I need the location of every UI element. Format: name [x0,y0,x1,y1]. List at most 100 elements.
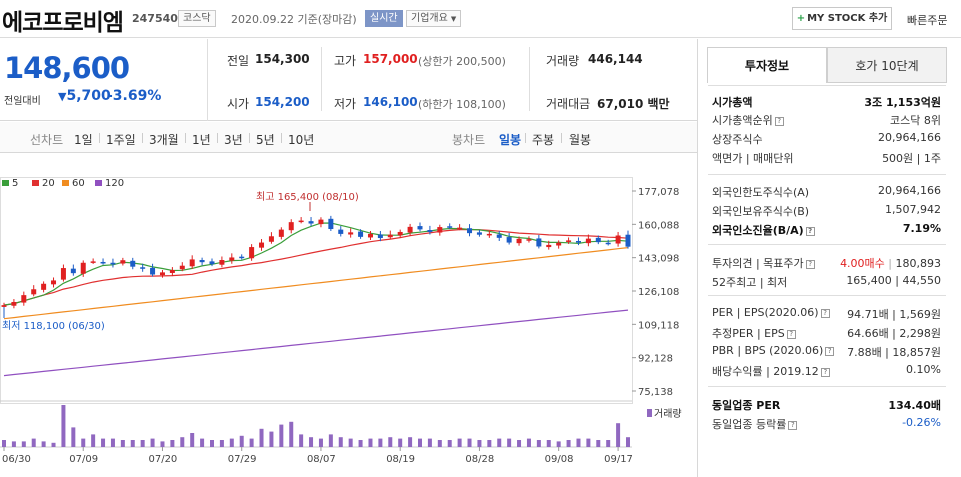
candle-body [179,265,185,270]
min-price-annotation: 최저 118,100 (06/30) [2,320,105,332]
x-tick-label: 09/17 [604,454,633,465]
volume-bar [626,437,630,447]
volume-bar [110,438,115,447]
candle-body [140,267,146,269]
invest-row: 외국인보유주식수(B) 1,507,942 [708,203,947,219]
volume-bar [210,440,214,447]
x-tick-label: 09/08 [545,454,574,465]
low-value: 146,100 [363,95,418,109]
candle-body [486,233,492,236]
help-icon[interactable]: ? [805,226,815,236]
volume-bar [616,423,621,447]
help-icon[interactable]: ? [805,259,815,269]
help-icon[interactable]: ? [825,346,835,356]
candle-body [169,270,175,273]
legend-swatch-60 [62,180,69,186]
candle-body [259,242,265,248]
candle-body [90,261,96,263]
volume-bar [338,437,343,447]
tab-period-1y[interactable]: 1년 [192,133,211,147]
volume-label: 거래량 [546,54,580,68]
help-icon[interactable]: ? [788,420,798,430]
tab-candle-weekly[interactable]: 주봉 [532,133,555,147]
candle-body [377,234,383,239]
ma60-line [3,247,629,320]
invest-row: 배당수익률 | 2019.12? 0.10% [708,363,947,379]
amount-label: 거래대금 [546,97,591,111]
invest-value: 64.66배 | 2,298원 [847,327,941,340]
volume-bar [150,438,155,447]
legend-swatch-120 [95,180,102,186]
company-overview-dropdown[interactable]: 기업개요 ▼ [406,10,462,27]
invest-row: 외국인소진율(B/A)? 7.19% [708,222,947,238]
invest-key: PER | EPS(2020.06)? [712,306,830,319]
quick-order-link[interactable]: 빠른주문 [907,14,948,27]
candle-chart-label: 봉차트 [452,133,486,147]
tab-period-5y[interactable]: 5년 [256,133,275,147]
invest-key: 외국인소진율(B/A)? [712,222,815,238]
candle-body [80,262,86,274]
tab-invest-info[interactable]: 투자정보 [707,47,827,83]
volume-bar [507,438,512,447]
tab-divider [561,133,562,143]
help-icon[interactable]: ? [786,329,796,339]
price-summary [0,39,697,121]
tab-order-book[interactable]: 호가 10단계 [827,47,947,83]
volume-bar [398,438,403,447]
stock-chart[interactable]: 5 20 60 120 177,078 160,088 143,098 126,108 109,… [0,153,697,477]
change-value: ▼5,700 [58,88,111,104]
invest-key: 배당수익률 | 2019.12? [712,363,830,379]
invest-row: PBR | BPS (2020.06)? 7.88배 | 18,857원 [708,344,947,360]
lower-limit: (하한가 108,100) [418,98,506,111]
volume-bar [536,440,541,447]
tab-period-3m[interactable]: 3개월 [149,133,179,147]
tab-candle-monthly[interactable]: 월봉 [569,133,592,147]
invest-key: 상장주식수 [712,133,763,146]
volume-bar [101,438,106,447]
help-icon[interactable]: ? [820,367,830,377]
ma120-line [3,309,629,377]
tab-period-1d[interactable]: 1일 [74,133,93,147]
volume-bar [328,434,333,447]
prev-close-label: 전일 [227,54,250,68]
volume-legend-swatch [647,409,652,417]
date-text: 2020.09.22 기준(장마감) [231,13,357,26]
tab-period-1w[interactable]: 1주일 [106,133,136,147]
tab-divider [249,133,250,143]
mystock-add-button[interactable]: + MY STOCK 추가 [792,7,892,30]
volume-bar [467,438,472,447]
tab-period-10y[interactable]: 10년 [288,133,315,147]
plot-frame [0,177,633,404]
y-tick-label: 109,118 [638,320,679,331]
volume-bar [437,440,442,447]
candle-body [546,244,552,248]
candle-body [308,221,314,224]
volume-bar [249,438,254,447]
volume-bar [576,438,581,447]
candle-body [417,226,423,230]
volume-bar [457,438,462,447]
help-icon[interactable]: ? [820,308,830,318]
candle-body [367,233,373,238]
volume-bar [487,440,492,447]
market-badge: 코스닥 [178,10,216,27]
candle-body [209,261,215,265]
tab-candle-daily[interactable]: 일봉 [499,133,522,147]
section-divider [708,244,946,245]
candle-body [60,268,66,280]
help-icon[interactable]: ? [774,116,784,126]
ma5-line [3,222,629,306]
legend-swatch-20 [32,180,39,186]
invest-row: 투자의견 | 목표주가? 4.00매수 | 180,893 [708,255,947,271]
tab-divider [525,133,526,143]
volume-bar [318,438,323,447]
live-badge[interactable]: 실시간 [365,10,403,27]
panel-divider [697,39,698,477]
volume-bar [309,437,314,447]
top-bar [0,0,961,38]
x-tick-label: 08/07 [307,454,336,465]
tab-period-3y[interactable]: 3년 [224,133,243,147]
invest-row: 액면가 | 매매단위 500원 | 1주 [708,150,947,166]
candle-body [457,227,463,230]
invest-key: PBR | BPS (2020.06)? [712,344,835,357]
